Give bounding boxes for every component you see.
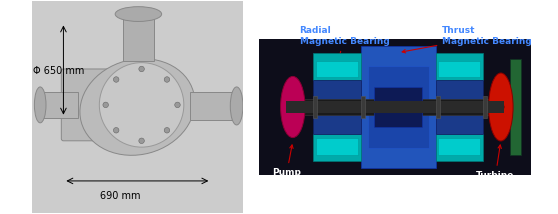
FancyBboxPatch shape — [286, 101, 503, 113]
FancyBboxPatch shape — [313, 96, 318, 118]
Text: Radial
Magnetic Bearing: Radial Magnetic Bearing — [300, 26, 389, 62]
Ellipse shape — [115, 7, 162, 21]
FancyBboxPatch shape — [40, 92, 78, 117]
FancyBboxPatch shape — [374, 87, 422, 127]
FancyBboxPatch shape — [123, 14, 154, 61]
FancyBboxPatch shape — [259, 39, 531, 175]
Text: Thrust
Magnetic Bearing: Thrust Magnetic Bearing — [402, 26, 532, 53]
Circle shape — [139, 66, 145, 72]
Text: Φ 650 mm: Φ 650 mm — [33, 66, 84, 76]
FancyBboxPatch shape — [436, 53, 483, 80]
Ellipse shape — [35, 87, 46, 123]
Circle shape — [164, 128, 170, 133]
Circle shape — [103, 102, 108, 108]
Circle shape — [139, 138, 145, 144]
FancyBboxPatch shape — [438, 61, 480, 77]
FancyBboxPatch shape — [368, 66, 429, 148]
Text: Turbine: Turbine — [477, 145, 514, 180]
FancyBboxPatch shape — [436, 96, 440, 118]
FancyBboxPatch shape — [313, 134, 361, 161]
FancyBboxPatch shape — [483, 96, 487, 118]
Text: Pump: Pump — [272, 145, 301, 177]
FancyBboxPatch shape — [190, 92, 237, 120]
Ellipse shape — [497, 104, 504, 110]
FancyBboxPatch shape — [438, 138, 480, 155]
Ellipse shape — [281, 76, 305, 138]
Ellipse shape — [489, 73, 513, 141]
FancyBboxPatch shape — [316, 138, 358, 155]
FancyBboxPatch shape — [436, 80, 483, 134]
FancyBboxPatch shape — [361, 46, 436, 168]
Circle shape — [113, 128, 119, 133]
Circle shape — [113, 77, 119, 82]
FancyBboxPatch shape — [436, 134, 483, 161]
FancyBboxPatch shape — [361, 96, 365, 118]
FancyBboxPatch shape — [32, 1, 243, 213]
FancyBboxPatch shape — [313, 53, 361, 80]
FancyBboxPatch shape — [61, 69, 133, 141]
Circle shape — [164, 77, 170, 82]
FancyBboxPatch shape — [313, 80, 361, 134]
Circle shape — [175, 102, 180, 108]
Circle shape — [99, 63, 184, 147]
FancyBboxPatch shape — [286, 99, 503, 115]
FancyBboxPatch shape — [511, 59, 521, 155]
FancyBboxPatch shape — [316, 61, 358, 77]
Ellipse shape — [80, 59, 195, 155]
Text: 690 mm: 690 mm — [100, 191, 141, 201]
Ellipse shape — [230, 87, 243, 125]
Ellipse shape — [288, 103, 297, 111]
